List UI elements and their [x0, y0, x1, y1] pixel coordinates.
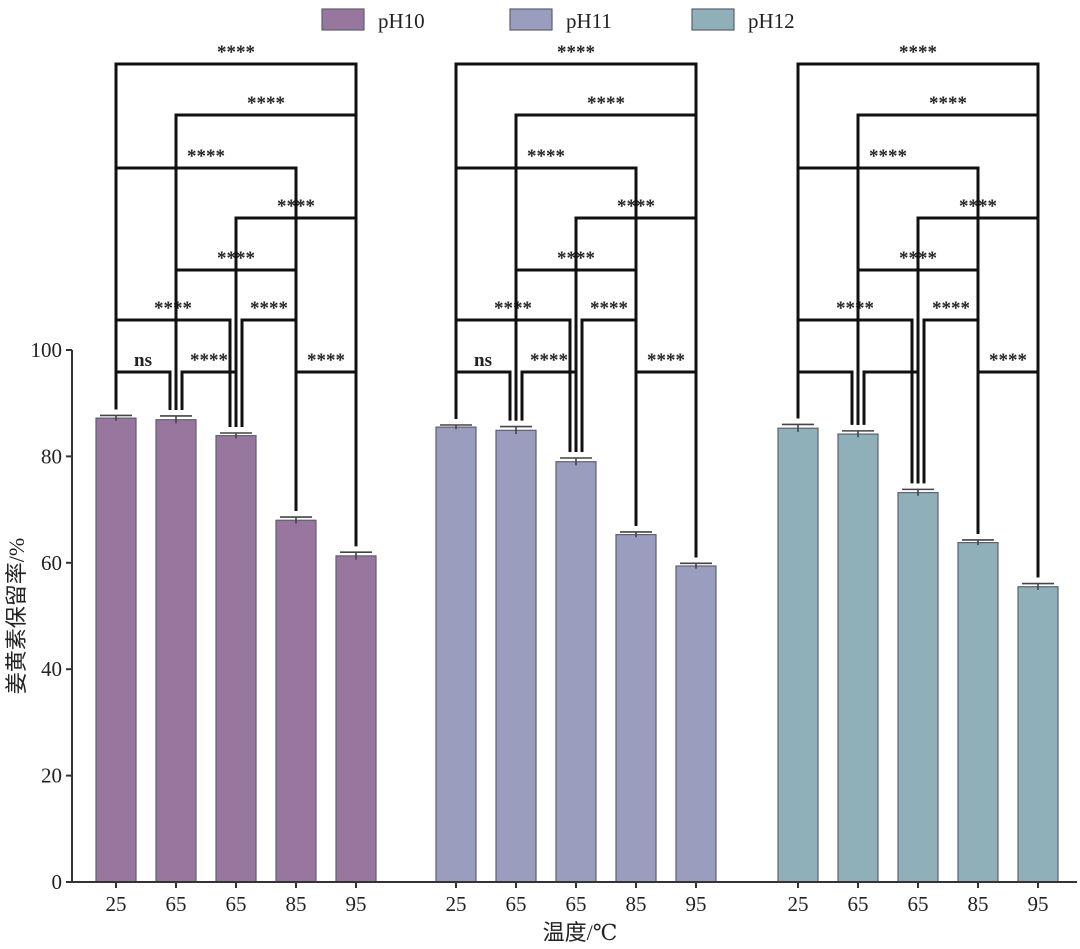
- x-tick-label: 95: [1028, 892, 1049, 916]
- x-tick-label: 85: [968, 892, 989, 916]
- bar: [215, 435, 257, 883]
- legend-label: pH11: [566, 9, 612, 33]
- bars: [95, 414, 1059, 883]
- bar: [435, 426, 477, 883]
- legend-swatch: [321, 8, 365, 31]
- legend-label: pH10: [378, 9, 425, 33]
- significance-label: ****: [836, 298, 874, 319]
- significance-bracket: [796, 166, 980, 534]
- x-ticks: 25 65 65 85 95 25 65 65 85 95 25 65 65 85 95: [106, 882, 1049, 916]
- significance-label: ****: [527, 146, 565, 167]
- bar: [155, 419, 197, 883]
- x-tick-label: 85: [626, 892, 647, 916]
- significance-bracket: [856, 113, 1040, 578]
- x-tick-label: 25: [446, 892, 467, 916]
- bar: [837, 433, 879, 883]
- legend-swatch: [509, 8, 553, 31]
- y-ticks: 0 20 40 60 80 100: [31, 338, 72, 894]
- axes: 0 20 40 60 80 100 25 65 65 85 95 25 65 65 85 95 25 65 65 8…: [4, 338, 1077, 945]
- legend: pH10 pH11 pH12: [321, 8, 795, 33]
- significance-label: ****: [307, 350, 345, 371]
- x-tick-label: 95: [686, 892, 707, 916]
- significance-label: ****: [647, 350, 685, 371]
- significance-label: ****: [494, 298, 532, 319]
- legend-label: pH12: [748, 9, 795, 33]
- bar: [1017, 586, 1059, 883]
- x-tick-label: 25: [106, 892, 127, 916]
- y-tick-label: 80: [41, 444, 62, 468]
- significance-label: ****: [217, 42, 255, 63]
- significance-label: ****: [250, 298, 288, 319]
- bar: [95, 417, 137, 883]
- y-tick-label: 0: [52, 870, 63, 894]
- significance-label: ****: [587, 93, 625, 114]
- legend-swatch: [691, 8, 735, 31]
- bar: [555, 461, 597, 883]
- significance-bracket: [114, 370, 172, 410]
- significance-bracket: [454, 166, 638, 526]
- significance-label: ****: [154, 298, 192, 319]
- significance-bracket: [796, 62, 1040, 578]
- significance-label: ****: [557, 42, 595, 63]
- significance-bracket: [454, 62, 698, 558]
- x-tick-label: 95: [346, 892, 367, 916]
- significance-label: ****: [590, 298, 628, 319]
- y-tick-label: 60: [41, 551, 62, 575]
- bar: [897, 491, 939, 883]
- x-tick-label: 65: [226, 892, 247, 916]
- bar: [957, 541, 999, 883]
- x-tick-label: 65: [848, 892, 869, 916]
- bar: [675, 565, 717, 883]
- x-tick-label: 65: [166, 892, 187, 916]
- significance-label: ****: [929, 93, 967, 114]
- x-tick-label: 25: [788, 892, 809, 916]
- bar: [777, 427, 819, 883]
- significance-label: ns: [474, 350, 492, 371]
- bar: [495, 429, 537, 883]
- significance-bracket: [114, 62, 358, 547]
- x-axis-title: 温度/℃: [543, 920, 618, 945]
- significance-bracket: [634, 370, 698, 558]
- significance-brackets: ns **** **** **** **** **** **** **** **** **** ns…: [114, 42, 1040, 578]
- y-tick-label: 40: [41, 657, 62, 681]
- x-tick-label: 65: [506, 892, 527, 916]
- x-tick-label: 85: [286, 892, 307, 916]
- significance-label: ****: [899, 42, 937, 63]
- x-tick-label: 65: [908, 892, 929, 916]
- y-tick-label: 20: [41, 764, 62, 788]
- bar: [335, 555, 377, 883]
- significance-label: ****: [989, 350, 1027, 371]
- significance-label: ****: [932, 298, 970, 319]
- significance-bracket: [796, 370, 854, 425]
- significance-label: ****: [247, 93, 285, 114]
- y-axis-title: 姜黄素保留率/%: [4, 538, 29, 694]
- significance-label: ****: [869, 146, 907, 167]
- significance-bracket: [180, 370, 238, 427]
- significance-label: ****: [190, 350, 228, 371]
- significance-label: ****: [187, 146, 225, 167]
- y-tick-label: 100: [31, 338, 63, 362]
- x-tick-label: 65: [566, 892, 587, 916]
- significance-bracket: [514, 113, 698, 558]
- significance-bracket: [174, 113, 358, 547]
- bar: [275, 519, 317, 883]
- significance-bracket: [454, 370, 512, 421]
- bar: [615, 534, 657, 883]
- significance-label: ****: [530, 350, 568, 371]
- significance-label: ns: [134, 350, 152, 371]
